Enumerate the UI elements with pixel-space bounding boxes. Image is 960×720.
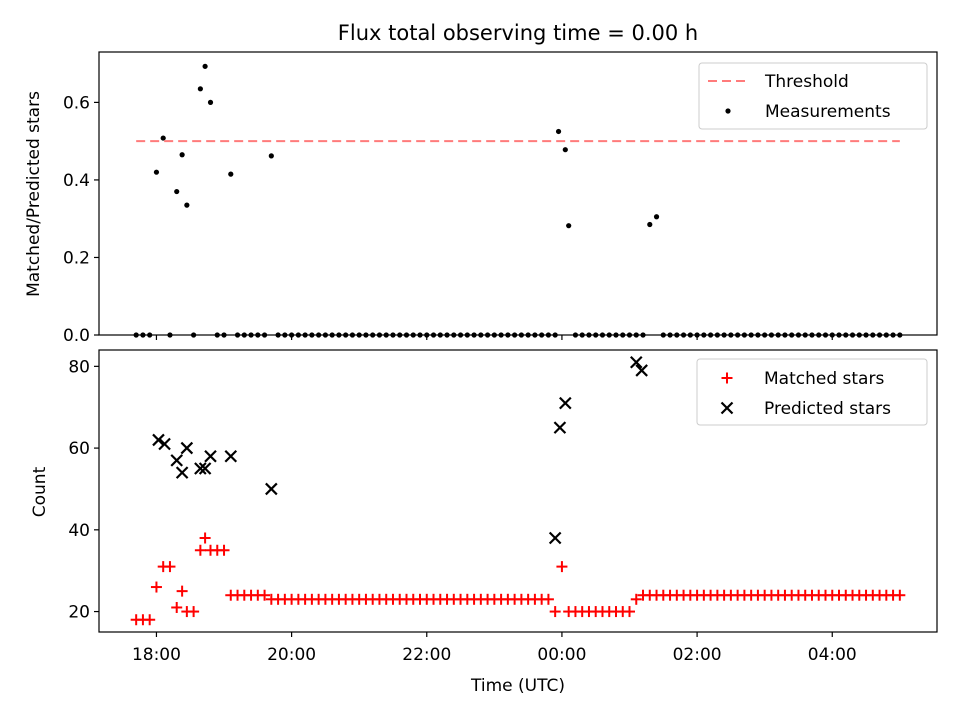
bottom-legend: Matched stars Predicted stars [696, 358, 928, 426]
predicted-star-point [629, 355, 643, 369]
top-panel: 0.0 0.2 0.4 0.6 Matched/Predicted stars Thr… [24, 51, 938, 346]
legend-matched-label: Matched stars [764, 369, 884, 389]
bottom-y-tick-label: 60 [68, 439, 90, 459]
bottom-y-axis-ticks: 20 40 60 80 [68, 357, 99, 623]
measurement-point [562, 147, 568, 153]
bottom-y-tick-label: 80 [68, 357, 90, 377]
matched-star-point [630, 593, 642, 605]
legend-cross-marker [720, 401, 734, 415]
measurement-point [179, 152, 185, 158]
legend-matched-swatch [721, 372, 733, 384]
top-y-tick-label: 0.4 [63, 171, 90, 191]
matched-star-point [194, 544, 206, 556]
predicted-star-point [635, 364, 648, 377]
top-x-axis-ticks [155, 335, 833, 340]
matched-star-point [556, 561, 568, 573]
top-y-axis-label: Matched/Predicted stars [24, 91, 44, 297]
predicted-star-point [194, 462, 207, 475]
measurement-point [153, 169, 160, 175]
matched-star-point [150, 581, 162, 593]
top-y-tick-label: 0.2 [63, 248, 90, 268]
matched-star-point [199, 532, 211, 544]
bottom-y-axis-label: Count [30, 466, 50, 517]
predicted-star-point [559, 396, 572, 410]
matched-star-point [188, 606, 200, 618]
x-tick-label: 22:00 [402, 645, 451, 665]
matched-star-point [542, 593, 554, 605]
predicted-star-point [170, 454, 183, 467]
top-y-axis-ticks: 0.0 0.2 0.4 0.6 [63, 93, 99, 346]
measurement-point [174, 188, 180, 195]
measurement-point [268, 153, 274, 159]
measurement-point [202, 63, 208, 69]
measurement-point [184, 202, 190, 208]
measurement-point [197, 86, 203, 92]
measurement-point [207, 99, 214, 105]
bottom-x-axis-ticks: 18:00 20:00 22:00 00:00 02:00 04:00 [132, 632, 857, 665]
predicted-star-point [152, 433, 165, 447]
bottom-y-tick-label: 40 [68, 521, 90, 541]
matched-star-point [549, 606, 561, 618]
measurement-point [653, 214, 660, 220]
predicted-stars-series [152, 355, 648, 545]
predicted-star-point [224, 449, 238, 463]
legend-predicted-label: Predicted stars [764, 399, 891, 419]
legend-measurements-label: Measurements [765, 102, 891, 122]
bottom-y-tick-label: 20 [68, 603, 90, 623]
bottom-legend-box [696, 358, 928, 426]
legend-plus-marker [721, 372, 733, 384]
matched-star-point [176, 585, 188, 597]
top-legend-box [698, 62, 928, 130]
x-axis-label: Time (UTC) [470, 676, 565, 696]
measurement-point [647, 221, 653, 228]
measurement-point [160, 135, 166, 141]
predicted-star-point [204, 449, 217, 463]
measurement-point [228, 171, 234, 177]
predicted-star-point [548, 531, 562, 545]
predicted-star-point [198, 462, 212, 475]
legend-predicted-swatch [720, 401, 734, 415]
measurement-point [555, 128, 562, 135]
x-tick-label: 04:00 [808, 645, 857, 665]
x-tick-label: 18:00 [132, 645, 181, 665]
measurement-point [566, 223, 572, 229]
predicted-star-point [175, 466, 189, 479]
matched-stars-series [130, 532, 906, 626]
x-tick-label: 20:00 [267, 645, 316, 665]
x-tick-label: 00:00 [537, 645, 586, 665]
top-y-tick-label: 0.6 [63, 93, 90, 113]
chart-title: Flux total observing time = 0.00 h [338, 21, 698, 45]
matched-star-point [624, 606, 636, 618]
matched-star-point [171, 601, 183, 613]
legend-threshold-label: Threshold [764, 72, 849, 92]
matched-star-point [144, 614, 156, 626]
predicted-star-point [553, 421, 567, 434]
top-legend: Threshold Measurements [698, 62, 928, 130]
predicted-star-point [180, 441, 194, 455]
x-tick-label: 02:00 [673, 645, 722, 665]
legend-measurements-swatch [725, 108, 731, 114]
top-plot-frame [98, 51, 938, 336]
matched-star-point [164, 561, 176, 573]
matched-star-point [218, 544, 230, 556]
matched-star-point [259, 589, 271, 601]
predicted-star-point [265, 482, 278, 496]
predicted-star-point [158, 437, 171, 451]
matched-star-point [894, 589, 906, 601]
top-y-tick-label: 0.0 [63, 326, 90, 346]
bottom-plot-frame [98, 349, 938, 633]
